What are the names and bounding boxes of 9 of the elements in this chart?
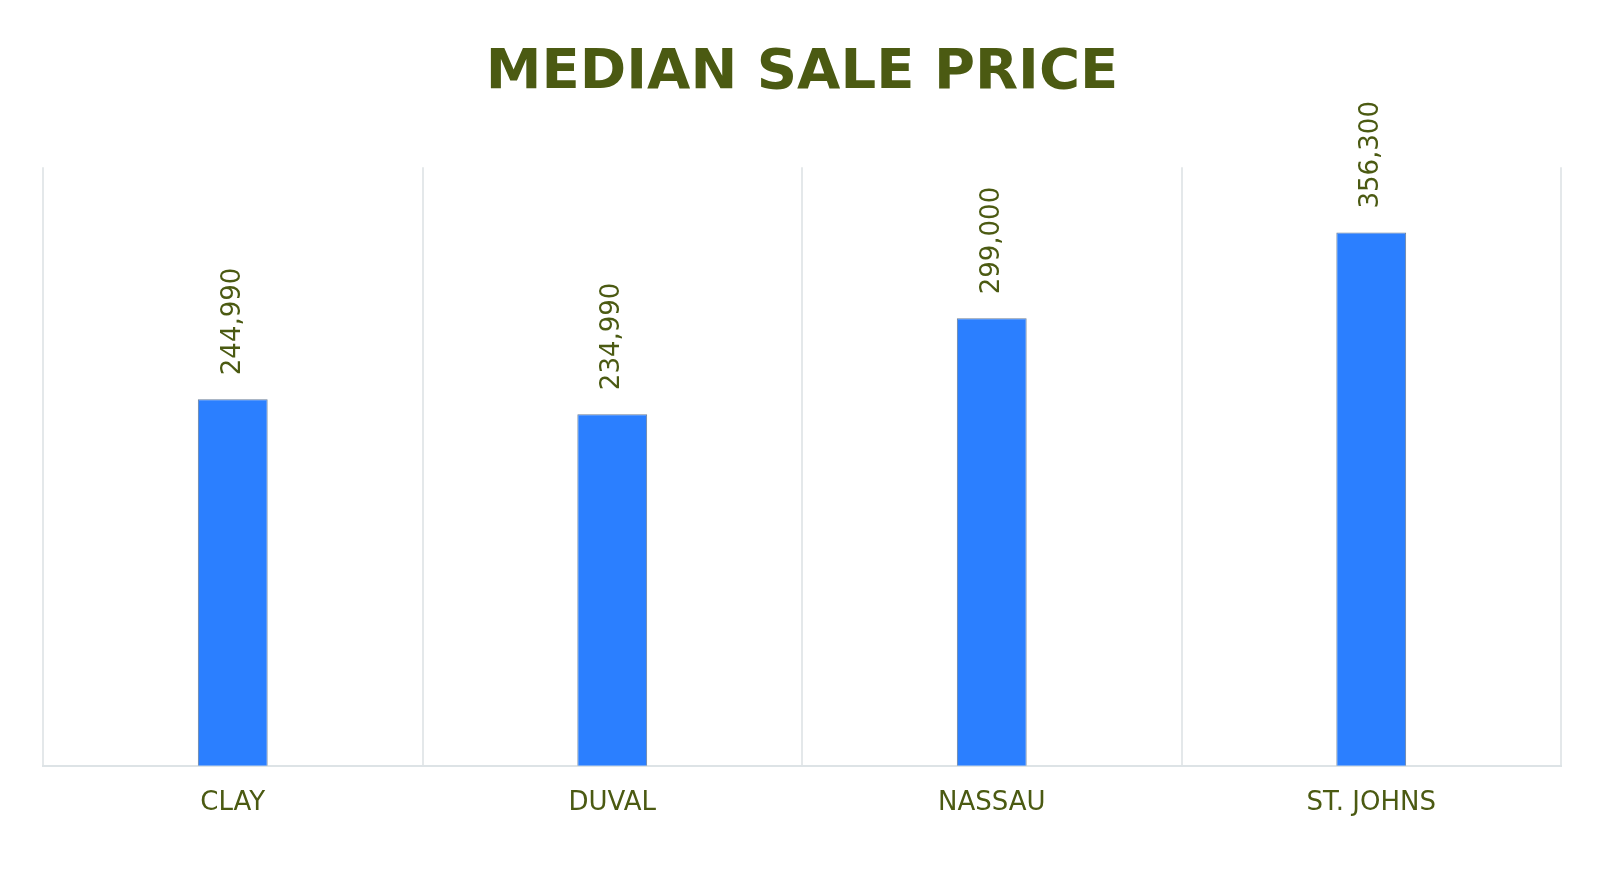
x-tick-label: ST. JOHNS — [1306, 786, 1436, 817]
data-label: 234,990 — [595, 282, 625, 391]
data-label: 244,990 — [215, 267, 246, 376]
chart-title: MEDIAN SALE PRICE — [485, 36, 1119, 102]
data-label: 299,000 — [974, 186, 1005, 295]
x-tick-label: NASSAU — [937, 786, 1046, 817]
data-label: 356,300 — [1354, 101, 1384, 209]
x-tick-label: CLAY — [200, 786, 266, 817]
x-tick-label: DUVAL — [568, 786, 657, 817]
